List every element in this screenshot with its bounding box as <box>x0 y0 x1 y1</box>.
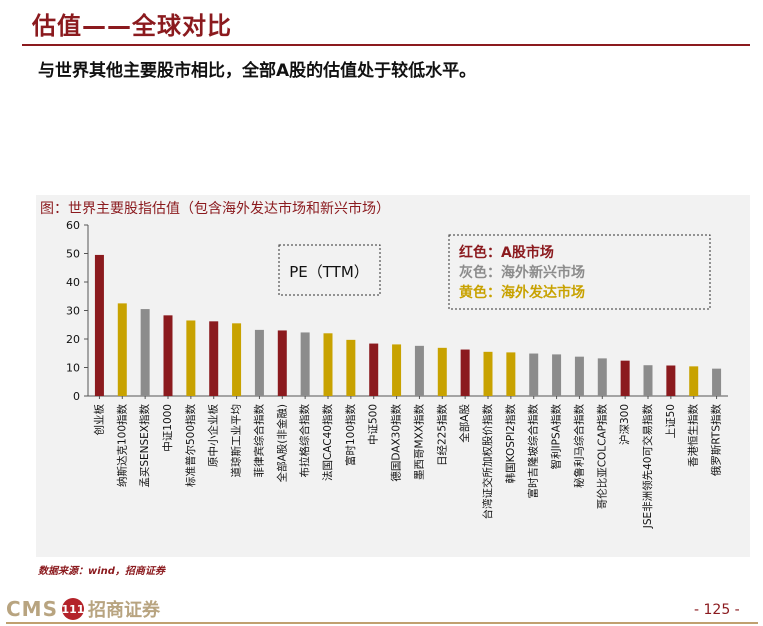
x-tick-label: 上证50 <box>665 404 677 438</box>
bar <box>506 352 516 396</box>
x-tick-label: JSE非洲领先40可交易指数 <box>641 404 654 530</box>
bar <box>369 343 379 396</box>
x-tick-label: 台湾证交所加权股价指数 <box>481 404 494 520</box>
bar <box>529 353 539 396</box>
bar <box>254 329 264 396</box>
bar <box>346 339 356 396</box>
x-tick-label: 沪深300 <box>618 404 631 445</box>
logo-chinese-text: 招商证券 <box>87 600 160 621</box>
x-tick-label: 俄罗斯RTS指数 <box>710 404 723 477</box>
legend-frame <box>448 234 711 310</box>
pe-label-box: PE（TTM） <box>278 244 381 296</box>
x-tick-label: 纳斯达克100指数 <box>115 404 128 488</box>
x-tick-label: 日经225指数 <box>435 404 448 467</box>
pe-label-text: PE（TTM） <box>289 263 369 281</box>
legend-item-emerging: 灰色：海外新兴市场 <box>459 264 585 281</box>
x-tick-label: 标准普尔500指数 <box>184 404 197 488</box>
company-logo: CMS 111 招商证券 <box>6 596 160 622</box>
bar <box>689 366 699 396</box>
bar <box>140 309 150 396</box>
chart-x-labels: 创业板 纳斯达克100指数 孟买SENSEX指数 中证1000 标准普尔500指数 原中小… <box>92 404 722 530</box>
bar <box>712 368 722 396</box>
x-tick-label: 中证500 <box>367 404 380 445</box>
bar <box>460 349 470 396</box>
x-tick-label: 全部A股(非金融) <box>275 404 288 482</box>
bar <box>414 345 424 396</box>
bar <box>209 321 219 396</box>
x-tick-label: 香港恒生指数 <box>687 404 700 467</box>
y-tick-label: 20 <box>66 333 80 346</box>
x-tick-label: 中证1000 <box>161 404 174 452</box>
bar <box>437 347 447 396</box>
bar <box>300 332 310 396</box>
x-tick-label: 墨西哥MXX指数 <box>412 404 425 480</box>
logo-badge-icon: 111 <box>62 598 84 620</box>
bar <box>552 354 562 396</box>
x-tick-label: 德国DAX30指数 <box>390 404 403 482</box>
y-tick-label: 30 <box>66 305 80 318</box>
bar <box>323 333 333 396</box>
y-tick-label: 60 <box>66 219 80 232</box>
bar <box>232 323 242 396</box>
chart-caption: 图：世界主要股指估值（包含海外发达市场和新兴市场） <box>40 201 390 217</box>
x-tick-label: 原中小企业板 <box>207 404 220 467</box>
x-tick-label: 秘鲁利马综合指数 <box>572 404 585 488</box>
bar <box>277 330 287 396</box>
chart-bars <box>94 254 722 396</box>
data-source: 数据来源：wind，招商证券 <box>38 566 165 577</box>
x-tick-label: 韩国KOSPI2指数 <box>504 404 517 484</box>
x-tick-label: 创业板 <box>92 404 105 436</box>
pe-label-box-frame <box>278 244 381 296</box>
page-number: - 125 - <box>694 602 740 618</box>
logo-latin-text: CMS <box>6 597 58 621</box>
title-divider <box>22 44 750 46</box>
bar <box>163 315 173 396</box>
page-subtitle: 与世界其他主要股市相比，全部A股的估值处于较低水平。 <box>38 61 477 81</box>
chart-legend: 红色：A股市场 灰色：海外新兴市场 黄色：海外发达市场 <box>448 234 711 310</box>
y-tick-label: 40 <box>66 276 80 289</box>
x-tick-label: 富时100指数 <box>344 404 357 467</box>
x-tick-label: 法国CAC40指数 <box>321 404 334 482</box>
x-tick-label: 布拉格综合指数 <box>298 404 311 478</box>
y-tick-label: 10 <box>66 362 80 375</box>
x-tick-label: 哥伦比亚COLCAP指数 <box>595 404 608 510</box>
x-tick-label: 孟买SENSEX指数 <box>138 404 151 488</box>
legend-item-a-share: 红色：A股市场 <box>459 244 554 261</box>
x-tick-label: 道琼斯工业平均 <box>230 404 243 478</box>
x-tick-label: 富时吉隆坡综合指数 <box>527 404 540 499</box>
bar <box>643 365 653 396</box>
bar <box>392 344 402 396</box>
x-tick-label: 全部A股 <box>458 404 471 443</box>
bar <box>483 351 493 396</box>
page-title: 估值——全球对比 <box>32 12 232 40</box>
x-tick-label: 菲律宾综合指数 <box>252 404 265 478</box>
x-tick-label: 智利IPSA指数 <box>550 404 563 470</box>
footer-divider <box>6 622 758 624</box>
bar <box>574 356 584 396</box>
y-tick-label: 0 <box>73 390 80 403</box>
bar <box>620 360 630 396</box>
bar <box>186 320 196 396</box>
legend-item-developed: 黄色：海外发达市场 <box>459 284 585 301</box>
bar <box>117 303 127 396</box>
bar <box>94 254 104 396</box>
bar <box>666 365 676 396</box>
y-tick-label: 50 <box>66 248 80 261</box>
bar <box>597 358 607 396</box>
